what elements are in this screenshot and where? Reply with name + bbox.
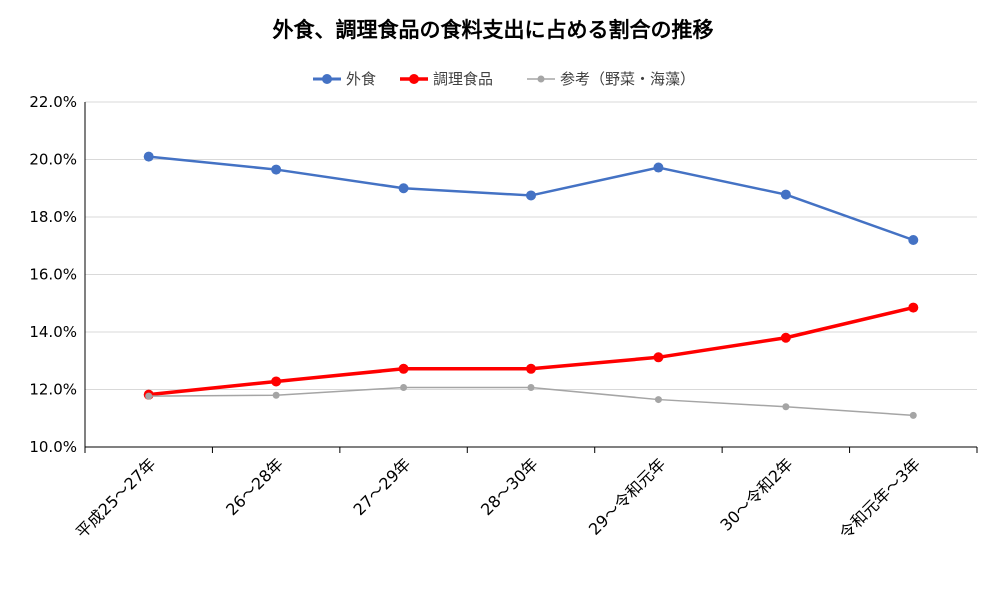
data-point bbox=[653, 162, 664, 173]
legend-item: 調理食品 bbox=[400, 70, 493, 88]
x-tick-label: 29～令和元年 bbox=[585, 454, 669, 538]
data-point bbox=[782, 403, 790, 411]
data-point bbox=[400, 383, 408, 391]
x-tick-label: 28～30年 bbox=[477, 454, 542, 519]
legend-item: 参考（野菜・海藻） bbox=[527, 70, 695, 88]
series-line bbox=[148, 386, 914, 417]
legend-swatch-marker bbox=[537, 75, 545, 83]
x-tick-label: 令和元年～3年 bbox=[836, 454, 925, 543]
legend-swatch-marker bbox=[409, 74, 419, 84]
legend-item: 外食 bbox=[313, 70, 376, 88]
data-point bbox=[908, 235, 919, 245]
x-tick-label: 平成25～27年 bbox=[72, 454, 159, 541]
series-2 bbox=[143, 302, 919, 400]
series-group bbox=[143, 151, 919, 419]
data-point bbox=[653, 352, 664, 363]
y-tick-label: 16.0% bbox=[29, 266, 77, 284]
x-tick-label: 30～令和2年 bbox=[716, 454, 796, 534]
data-point bbox=[908, 302, 919, 313]
data-point bbox=[780, 189, 791, 200]
x-tick-label: 27～29年 bbox=[350, 454, 415, 519]
data-point bbox=[272, 391, 280, 399]
axes bbox=[84, 102, 978, 453]
data-point bbox=[145, 392, 153, 400]
gridlines bbox=[85, 101, 977, 390]
data-point bbox=[398, 363, 409, 374]
chart-title: 外食、調理食品の食料支出に占める割合の推移 bbox=[273, 18, 714, 42]
data-point bbox=[398, 183, 409, 194]
data-point bbox=[143, 151, 154, 162]
series-3 bbox=[145, 383, 917, 419]
data-point bbox=[527, 383, 535, 391]
legend-label: 外食 bbox=[346, 70, 376, 88]
y-tick-label: 12.0% bbox=[29, 381, 77, 399]
y-tick-label: 22.0% bbox=[29, 93, 77, 111]
legend-label: 調理食品 bbox=[433, 70, 493, 88]
x-axis-ticks: 平成25～27年 26～28年 27～29年 28～30年 29～令和元年 30～令和2年… bbox=[72, 454, 924, 543]
y-tick-label: 18.0% bbox=[29, 208, 77, 226]
y-axis-ticks: 10.0% 12.0% 14.0% 16.0% 18.0% 20.0% 22.0% bbox=[29, 93, 77, 456]
legend-swatch-marker bbox=[322, 74, 332, 84]
series-line bbox=[148, 305, 914, 397]
data-point bbox=[271, 376, 282, 387]
y-tick-label: 14.0% bbox=[29, 323, 77, 341]
series-1 bbox=[143, 151, 919, 245]
y-tick-label: 10.0% bbox=[29, 438, 77, 456]
data-point bbox=[780, 332, 791, 343]
legend: 外食 調理食品 参考（野菜・海藻） bbox=[313, 70, 695, 88]
x-tick-label: 26～28年 bbox=[222, 454, 287, 519]
data-point bbox=[909, 411, 917, 419]
legend-label: 参考（野菜・海藻） bbox=[560, 70, 695, 88]
data-point bbox=[654, 396, 662, 404]
data-point bbox=[526, 190, 536, 201]
data-point bbox=[271, 164, 282, 175]
y-tick-label: 20.0% bbox=[29, 151, 77, 169]
data-point bbox=[526, 363, 536, 374]
